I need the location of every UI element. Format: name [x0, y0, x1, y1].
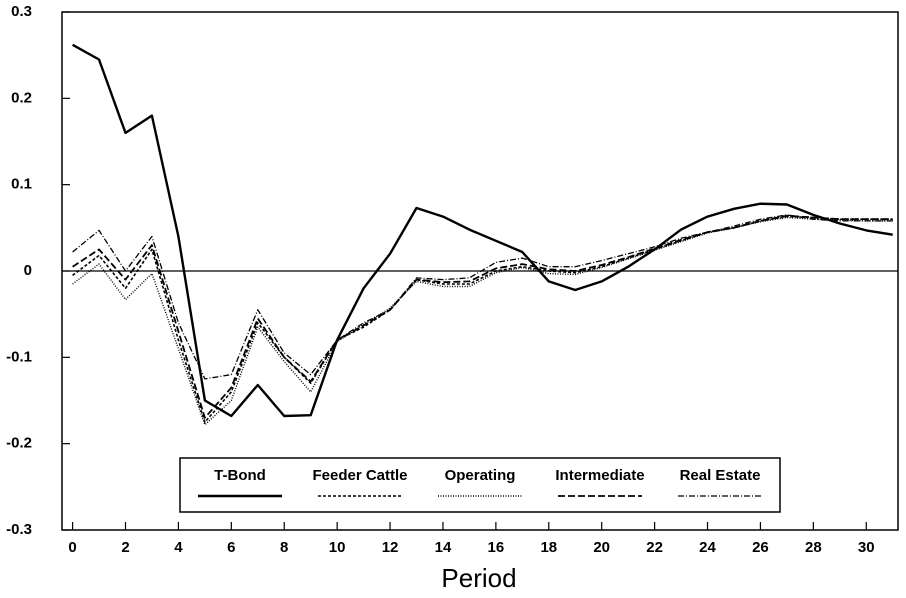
- y-tick-label: 0.1: [11, 176, 32, 193]
- x-tick-label: 20: [593, 539, 610, 556]
- legend-label: Operating: [445, 467, 516, 484]
- x-tick-label: 14: [435, 539, 452, 556]
- legend-label: Feeder Cattle: [312, 467, 407, 484]
- x-tick-label: 6: [227, 539, 235, 556]
- y-tick-label: -0.3: [6, 521, 32, 538]
- x-tick-label: 18: [540, 539, 557, 556]
- legend-box: [179, 457, 781, 513]
- x-tick-label: 22: [646, 539, 663, 556]
- x-tick-label: 26: [752, 539, 769, 556]
- y-tick-label: -0.1: [6, 348, 32, 365]
- y-tick-label: -0.2: [6, 435, 32, 452]
- legend-label: Real Estate: [680, 467, 761, 484]
- x-tick-label: 16: [488, 539, 505, 556]
- x-tick-label: 28: [805, 539, 822, 556]
- x-tick-label: 10: [329, 539, 346, 556]
- line-series: [72, 215, 893, 423]
- x-tick-label: 12: [382, 539, 399, 556]
- x-tick-label: 2: [121, 539, 129, 556]
- line-series: [72, 214, 893, 419]
- y-tick-label: 0.2: [11, 89, 32, 106]
- legend-label: T-Bond: [214, 467, 266, 484]
- line-series: [72, 43, 893, 418]
- x-tick-label: 4: [174, 539, 183, 556]
- y-tick-label: 0.3: [11, 3, 32, 20]
- x-tick-label: 0: [68, 539, 76, 556]
- x-axis-label: Period: [441, 563, 516, 593]
- x-tick-label: 24: [699, 539, 716, 556]
- x-tick-label: 30: [858, 539, 875, 556]
- x-tick-label: 8: [280, 539, 288, 556]
- legend-label: Intermediate: [555, 467, 644, 484]
- line-series: [72, 214, 893, 380]
- y-tick-label: 0: [24, 262, 32, 279]
